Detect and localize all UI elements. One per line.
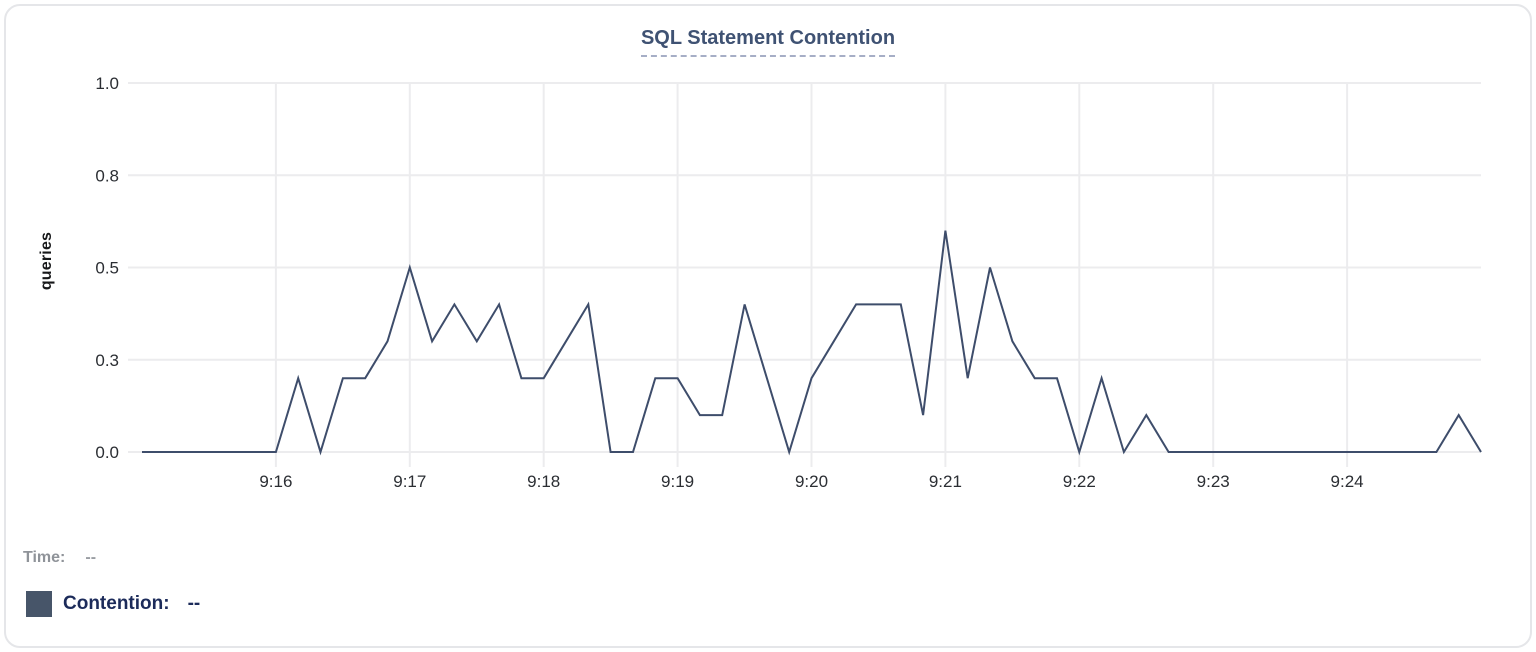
x-tick-label: 9:22 (1063, 472, 1096, 491)
chart-title[interactable]: SQL Statement Contention (640, 27, 896, 57)
y-axis-label: queries (38, 231, 55, 291)
y-tick-label: 1.0 (95, 74, 119, 93)
contention-line (142, 230, 1482, 456)
x-tick-label: 9:17 (393, 472, 426, 491)
contention-value: -- (187, 593, 201, 614)
hover-time-readout: Time: -- (23, 549, 96, 567)
y-tick-label: 0.8 (95, 166, 119, 185)
x-tick-label: 9:18 (527, 472, 560, 491)
x-tick-label: 9:21 (929, 472, 962, 491)
contention-legend-row: Contention: -- (26, 591, 200, 617)
time-value: -- (85, 549, 97, 566)
x-tick-label: 9:24 (1331, 472, 1364, 491)
x-tick-label: 9:23 (1197, 472, 1230, 491)
y-tick-label: 0.3 (95, 351, 119, 370)
y-tick-label: 0.0 (95, 443, 119, 462)
x-tick-label: 9:16 (259, 472, 292, 491)
y-tick-label: 0.5 (95, 259, 119, 278)
contention-label: Contention: (63, 593, 170, 614)
contention-legend-swatch (26, 591, 52, 617)
time-label: Time: (23, 549, 66, 566)
chart-header: SQL Statement Contention (0, 27, 1536, 57)
x-tick-label: 9:20 (795, 472, 828, 491)
x-tick-label: 9:19 (661, 472, 694, 491)
